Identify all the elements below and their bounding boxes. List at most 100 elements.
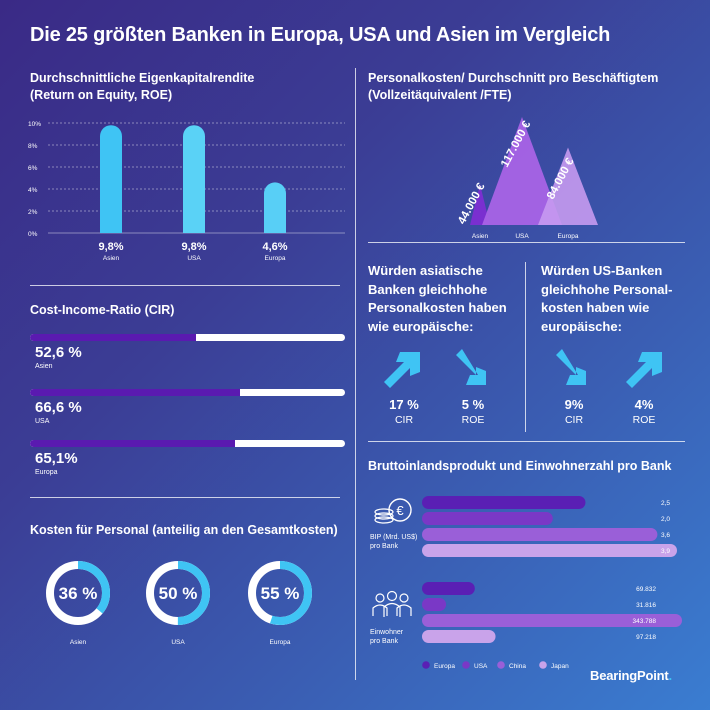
cir-bar-track [30,334,345,341]
einwohner-label: Einwohner pro Bank [370,628,403,646]
scenario-asia-line: wie europäische: [368,318,474,334]
scenario-us-roe-label: ROE [632,414,656,426]
fte-region-label: Europa [558,233,579,240]
cir-region-label: Asien [35,363,53,370]
roe-region-label: Europa [265,255,286,262]
scenario-asia-cir-label: CIR [394,414,414,426]
cir-title: Cost-Income-Ratio (CIR) [30,303,175,317]
ring-region-label: Asien [70,639,87,646]
einwohner-bar [422,582,475,595]
einwohner-bar [422,598,447,611]
center-divider [355,68,356,680]
fte-region-label: USA [515,233,529,240]
einwohner-value-label: 343.788 [633,618,657,625]
bip-label: BIP (Mrd. US$) pro Bank [370,533,417,551]
ring-fill [146,561,210,625]
roe-bar-base [264,222,286,233]
bip-value-label: 3,9 [661,548,670,555]
roe-title-line1: Durchschnittliche Eigenkapitalrendite [30,71,255,85]
einwohner-label-line: pro Bank [370,638,399,645]
fte-region-label: Asien [472,233,489,240]
bip-label-line: pro Bank [370,543,399,550]
bip-bar [422,496,586,509]
gdp-chart: 2,5 69.832 2,0 31.816 3,6 343.788 3,9 97.218 Eur… [422,496,682,670]
ring-region-label: Europa [270,639,291,646]
cir-value-label: 66,6 % [35,399,82,416]
cir-bar-fill [30,334,196,341]
scenario-us-text: Würden US-Banken gleichhohe Personal- ko… [541,262,672,336]
einwohner-label-line: Einwohner [370,629,404,636]
cir-bar-track [30,389,345,396]
einwohner-bar [422,630,496,643]
divider-fte-scenarios [368,242,685,243]
fte-triangle [482,117,562,225]
coins-icon: € [374,498,412,524]
scenario-us-cir-label: CIR [564,414,584,426]
ring-region-label: USA [171,639,185,646]
ring-value-label: 36 % [59,584,98,603]
scenario-asia-line: Banken gleichhohe [368,281,488,297]
einwohner-value-label: 31.816 [636,602,656,609]
roe-title: Durchschnittliche Eigenkapitalrendite (R… [30,70,254,104]
bip-value-label: 2,0 [661,516,670,523]
arrow-up-icon [384,352,420,388]
scenario-asia-line: Personalkosten haben [368,300,507,315]
scenario-asia-cir-value: 17 % [389,397,419,412]
gdp-title: Bruttoinlandsprodukt und Einwohnerzahl p… [368,459,672,473]
ring-value-label: 55 % [261,584,300,603]
roe-title-line2: (Return on Equity, ROE) [30,88,173,102]
ring-fill [46,561,110,625]
roe-bar-base [100,222,122,233]
roe-bar [264,182,286,233]
roe-tick-label: 10% [28,121,41,128]
scenario-us-line: kosten haben wie [541,300,650,315]
einwohner-bar [422,614,682,627]
roe-tick-label: 2% [28,209,38,216]
fte-triangle [470,184,490,225]
arrow-up-icon [626,352,662,388]
page-title: Die 25 größten Banken in Europa, USA und… [30,24,611,46]
roe-tick-label: 4% [28,187,38,194]
bip-value-label: 2,5 [661,500,670,507]
scenario-asia-text: Würden asiatische Banken gleichhohe Pers… [368,262,507,336]
legend-swatch [422,661,430,669]
roe-bar [183,125,205,233]
legend-swatch [539,661,547,669]
cir-bar-track [30,440,345,447]
bip-bar [422,544,677,557]
bearingpoint-logo: BearingPoint. [590,668,672,683]
roe-bar-base [183,222,205,233]
bip-bar [422,512,553,525]
cir-region-label: USA [35,418,50,425]
legend-label: Japan [551,663,569,670]
ring-value-label: 50 % [159,584,198,603]
legend-label: USA [474,663,488,670]
fte-triangle [538,147,598,225]
divider-scenarios [525,262,526,432]
divider-roe-cir [30,285,340,286]
brand-text: BearingPoint [590,668,669,683]
cir-bar-fill [30,389,240,396]
roe-value-label: 9,8% [181,241,206,253]
roe-region-label: Asien [103,255,120,262]
scenario-us-line: europäische: [541,318,622,334]
legend-label: Europa [434,663,455,670]
roe-tick-label: 6% [28,165,38,172]
divider-cir-personal [30,497,340,498]
arrow-down-icon [456,349,486,385]
arrow-down-icon [556,349,586,385]
cir-value-label: 65,1% [35,450,78,467]
people-icon [372,590,412,617]
roe-value-label: 9,8% [98,241,123,253]
fte-title-line1: Personalkosten/ Durchschnitt pro Beschäf… [368,71,659,85]
scenario-asia-roe-label: ROE [461,414,485,426]
personal-share-title: Kosten für Personal (anteilig an den Ges… [30,523,338,537]
roe-value-label: 4,6% [262,241,287,253]
divider-scenarios-gdp [368,441,685,442]
legend-swatch [497,661,505,669]
legend-swatch [462,661,470,669]
fte-title-line2: (Vollzeitäquivalent /FTE) [368,88,512,102]
roe-region-label: USA [187,255,201,262]
bip-value-label: 3,6 [661,532,670,539]
